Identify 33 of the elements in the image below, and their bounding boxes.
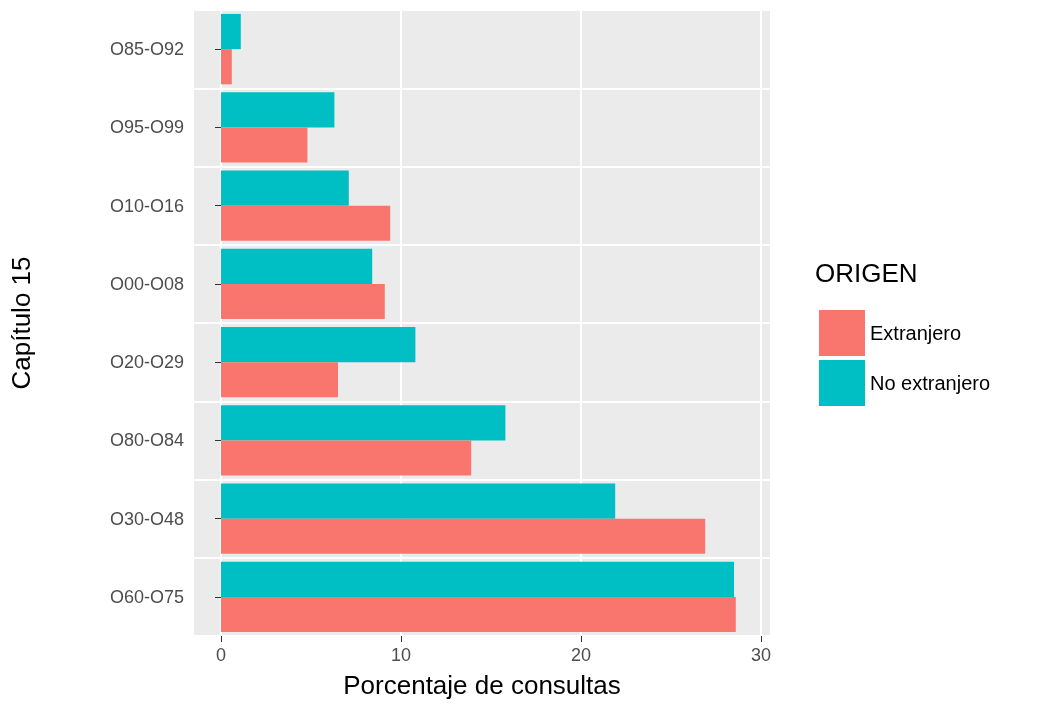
y-tick-label: O20-O29 <box>109 352 184 373</box>
y-tick-label: O85-O92 <box>109 39 184 60</box>
x-tick-label: 30 <box>750 645 772 665</box>
bar <box>221 405 506 441</box>
x-tick-label: 20 <box>570 645 592 665</box>
y-tick-label: O10-O16 <box>109 195 184 216</box>
y-tick-label: O60-O75 <box>109 586 184 607</box>
y-tick-label: O30-O48 <box>109 508 184 529</box>
x-axis-title: Porcentaje de consultas <box>343 670 621 700</box>
legend-label: Extranjero <box>870 322 962 344</box>
bar <box>221 127 308 163</box>
bar <box>221 283 385 320</box>
bar <box>221 170 349 206</box>
legend-label: No extranjero <box>870 372 991 394</box>
legend-title: ORIGEN <box>815 258 918 288</box>
bar <box>221 92 335 128</box>
y-tick-label: O00-O08 <box>109 273 184 294</box>
bar <box>221 362 338 398</box>
bar <box>221 248 373 284</box>
x-tick-label: 10 <box>390 645 412 665</box>
x-tick-label: 0 <box>215 645 227 665</box>
bar <box>221 13 241 50</box>
y-tick-label: O80-O84 <box>109 430 184 451</box>
bar <box>221 483 616 519</box>
y-axis-title: Capítulo 15 <box>6 256 36 390</box>
y-tick-label: O95-O99 <box>109 117 184 138</box>
bar <box>221 326 416 363</box>
bar <box>221 561 734 597</box>
bar <box>221 49 232 85</box>
bar <box>221 518 706 554</box>
bar <box>221 440 472 476</box>
bar <box>221 205 391 241</box>
bar <box>221 596 736 633</box>
